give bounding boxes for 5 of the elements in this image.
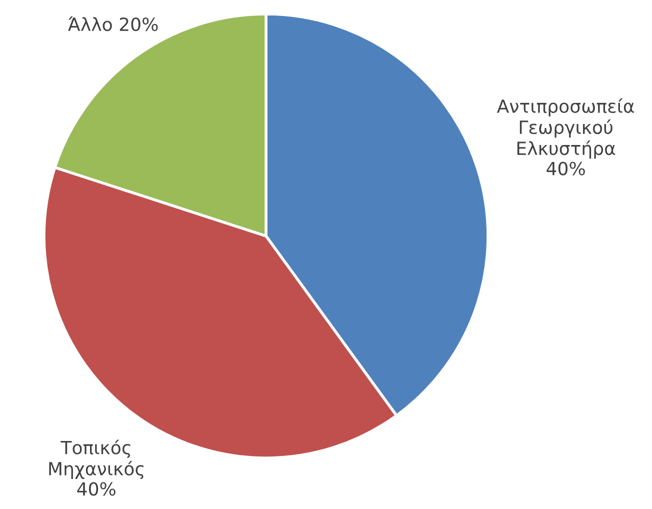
slice-label: Τοπικός Μηχανικός — [49, 440, 144, 480]
data-label: 40% — [77, 482, 116, 496]
data-label: 40% — [546, 162, 585, 176]
slice-label: Άλλο 20% — [68, 16, 158, 32]
slice-label: Αντιπροσωπεία Γεωργικού Ελκυστήρα — [496, 98, 634, 159]
